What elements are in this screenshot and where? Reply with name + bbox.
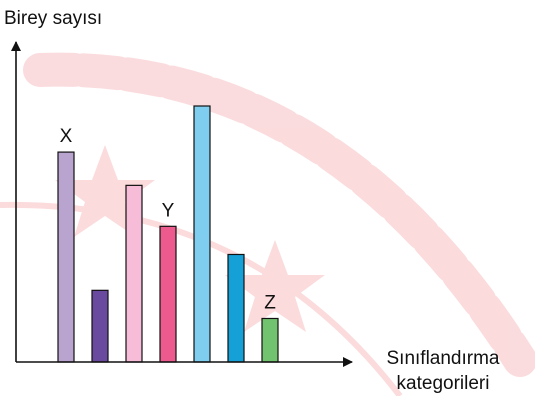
seal-outer-arc: [23, 52, 535, 377]
x-axis-label-line-1: Sınıflandırma: [387, 348, 500, 369]
seal-star-lower: [225, 240, 325, 332]
bar-6: [227, 253, 245, 363]
bar-label-x: X: [60, 126, 73, 147]
bar-2: [91, 289, 109, 363]
bar-label-z: Z: [264, 292, 276, 313]
bar-5: [193, 105, 211, 363]
bar-3: [125, 184, 143, 363]
bar-4: [159, 225, 177, 363]
bars-group: [57, 105, 279, 363]
y-axis-label: Birey sayısı: [4, 8, 102, 29]
bar-7: [261, 317, 279, 363]
seal-star-upper: [55, 145, 155, 237]
x-axis-label-line-2: kategorileri: [397, 373, 490, 394]
bar-label-y: Y: [162, 200, 175, 221]
bar-labels-group: X Y Z: [60, 126, 277, 313]
bar-1: [57, 151, 75, 363]
